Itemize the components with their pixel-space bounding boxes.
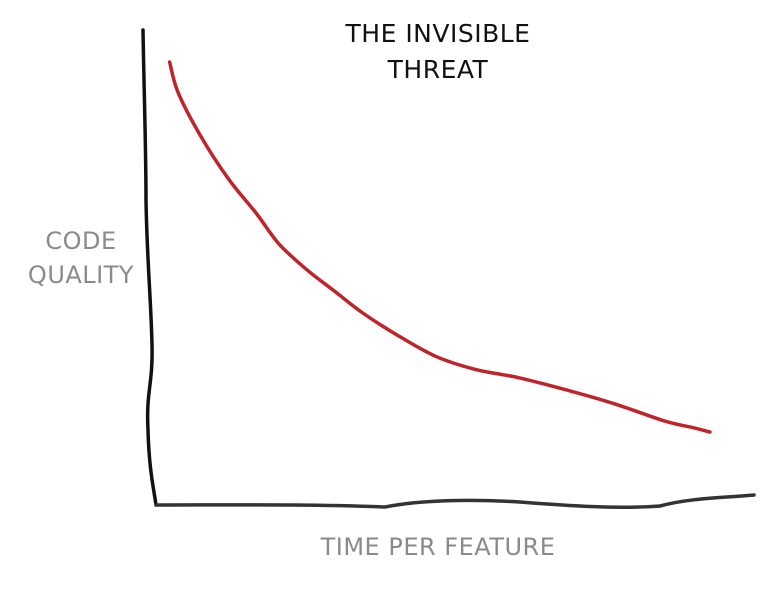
x-axis-label: TIME PER FEATURE bbox=[320, 533, 556, 561]
y-axis-label-line-2: QUALITY bbox=[28, 261, 134, 289]
series-line-0 bbox=[167, 60, 712, 434]
y-axis-line bbox=[141, 28, 158, 507]
y-axis-label-line-1: CODE bbox=[45, 227, 116, 255]
series-layer bbox=[167, 60, 712, 434]
chart-title-line-1: THE INVISIBLE bbox=[345, 19, 531, 48]
x-axis-line bbox=[154, 493, 756, 509]
chart-title-line-2: THREAT bbox=[387, 55, 489, 84]
